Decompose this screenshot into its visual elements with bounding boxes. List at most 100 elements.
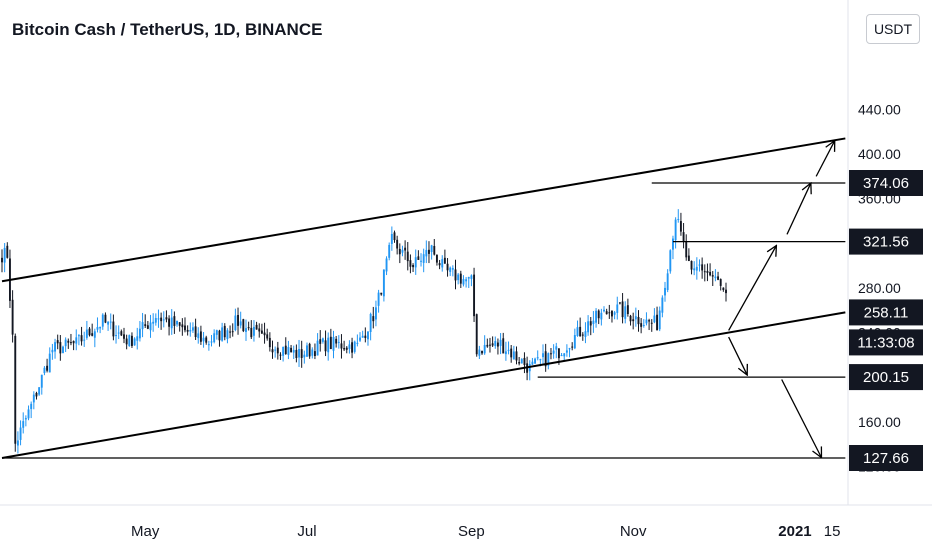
candle xyxy=(178,322,181,332)
candle-body xyxy=(563,353,566,357)
candle-body xyxy=(268,337,271,348)
candle xyxy=(462,275,465,287)
candle xyxy=(184,317,186,333)
candle xyxy=(515,346,518,365)
price-label[interactable]: 200.15 xyxy=(849,364,923,391)
candle-body xyxy=(361,335,364,338)
candle-body xyxy=(237,314,239,326)
candle-body xyxy=(48,353,51,373)
candle xyxy=(138,320,141,342)
candle xyxy=(613,310,616,320)
countdown-label[interactable]: 11:33:08 xyxy=(849,329,923,356)
candle xyxy=(481,350,483,355)
candle xyxy=(451,265,454,277)
price-label-text: 258.11 xyxy=(864,304,909,321)
channel-trendline[interactable] xyxy=(1,137,846,283)
time-axis[interactable]: May Jul Sep Nov 2021 15 xyxy=(0,504,932,540)
candle-body xyxy=(534,358,537,364)
candle-body xyxy=(401,249,404,253)
candle-body xyxy=(475,314,478,355)
candle-body xyxy=(75,337,78,344)
candle xyxy=(454,259,457,290)
candle-body xyxy=(298,348,300,358)
candle xyxy=(93,328,96,348)
candle-body xyxy=(231,331,234,333)
candle xyxy=(568,347,571,358)
currency-button[interactable]: USDT xyxy=(866,14,920,44)
candle-body xyxy=(282,346,285,356)
candle-body xyxy=(364,335,367,339)
candle xyxy=(149,314,152,338)
candle-body xyxy=(603,309,605,312)
candle-body xyxy=(467,277,470,279)
candle-body xyxy=(109,321,112,323)
candle xyxy=(422,248,425,273)
candle-body xyxy=(496,342,499,347)
projection-arrow[interactable] xyxy=(786,183,811,235)
candle-body xyxy=(674,219,677,241)
candle xyxy=(295,344,298,363)
candle xyxy=(595,308,598,328)
candle-body xyxy=(194,326,197,338)
candle-body xyxy=(592,320,595,325)
price-label-text: 321.56 xyxy=(863,234,909,251)
candle-body xyxy=(547,353,550,366)
candle xyxy=(435,254,438,266)
candle xyxy=(380,292,383,296)
candle xyxy=(348,340,351,354)
candle xyxy=(719,278,722,291)
candle xyxy=(682,223,685,249)
candle-body xyxy=(714,276,717,279)
candle-body xyxy=(539,359,542,361)
candle-body xyxy=(207,344,210,346)
candle xyxy=(30,401,33,419)
candle-body xyxy=(335,338,338,344)
candle xyxy=(130,332,133,348)
candle-body xyxy=(215,330,218,335)
price-label[interactable]: 258.11 xyxy=(849,299,923,326)
candle xyxy=(252,320,255,342)
channel-trendline[interactable] xyxy=(1,311,846,459)
candle-body xyxy=(1,257,3,263)
candle xyxy=(165,310,168,323)
projection-arrow[interactable] xyxy=(728,336,748,375)
projection-arrow[interactable] xyxy=(781,379,822,457)
candle xyxy=(115,325,117,344)
projection-arrow[interactable] xyxy=(815,141,835,177)
candle-body xyxy=(125,338,128,345)
candle-body xyxy=(672,238,674,250)
candle-body xyxy=(443,257,446,264)
candle xyxy=(168,315,171,336)
candle xyxy=(725,282,727,302)
candle xyxy=(510,345,513,363)
price-tick-label: 280.00 xyxy=(858,280,901,296)
candle-body xyxy=(388,244,391,258)
candle xyxy=(239,311,242,329)
candle-body xyxy=(138,328,141,339)
candle xyxy=(324,330,327,357)
candle-body xyxy=(205,337,208,343)
candle-body xyxy=(51,349,54,353)
countdown-label-text: 11:33:08 xyxy=(857,334,914,351)
candle xyxy=(465,277,468,288)
price-label[interactable]: 374.06 xyxy=(849,170,923,196)
price-label[interactable]: 321.56 xyxy=(849,228,923,255)
candle xyxy=(207,340,210,351)
candle-body xyxy=(650,322,653,324)
candle xyxy=(695,257,698,280)
candle-body xyxy=(552,350,555,354)
price-label[interactable]: 127.66 xyxy=(849,445,923,471)
candle-body xyxy=(176,320,178,325)
candle-body xyxy=(284,345,287,354)
candle xyxy=(218,329,221,347)
candle xyxy=(398,243,401,264)
price-label-box xyxy=(849,170,923,196)
candle-body xyxy=(154,317,157,323)
projection-arrow[interactable] xyxy=(728,246,777,331)
candle-body xyxy=(579,326,582,337)
candle-body xyxy=(260,330,263,334)
candle xyxy=(367,331,369,346)
candle-body xyxy=(435,254,438,263)
candle xyxy=(420,253,422,267)
